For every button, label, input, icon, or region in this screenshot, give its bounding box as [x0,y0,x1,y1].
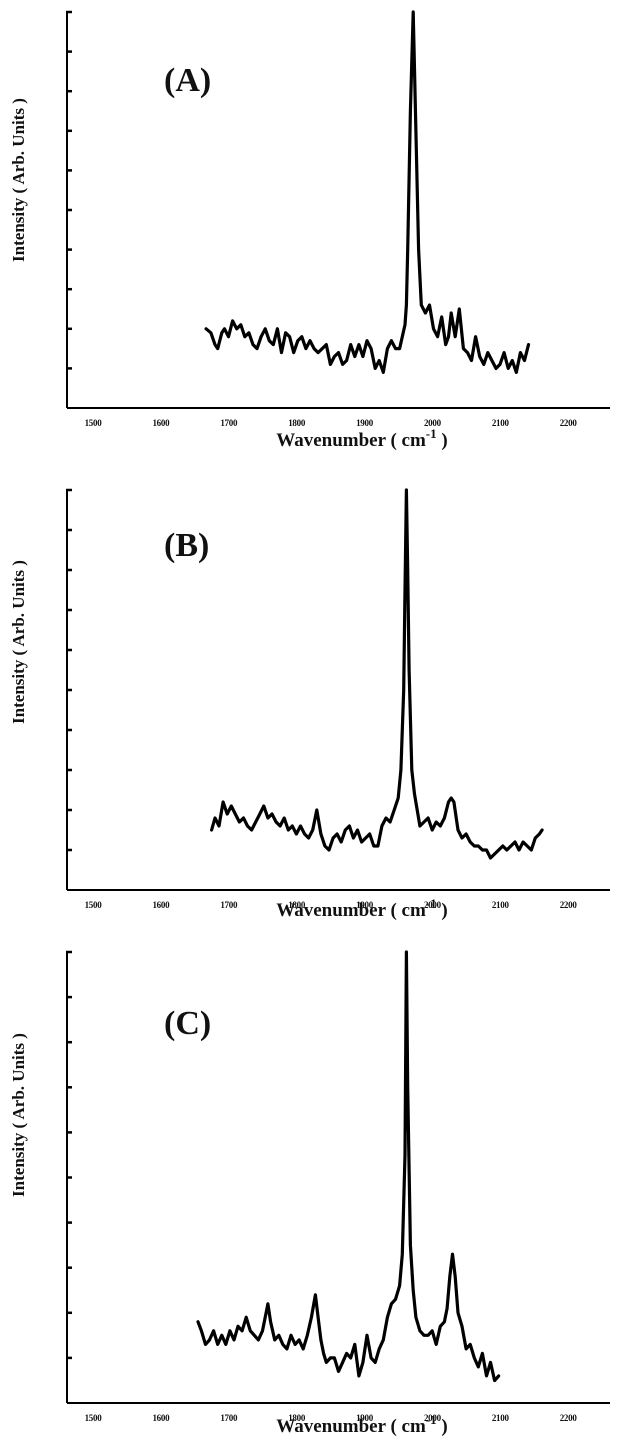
panel-b-xlabel-main: Wavenumber ( cm [276,900,426,921]
x-tick-label: 2100 [492,900,510,910]
x-tick-label: 1700 [220,418,238,428]
panel-b-plot: 150016001700180019002000210022002300 [66,488,610,910]
panel-a-xlabel-end: ) [437,430,448,451]
panel-c: (C) Intensity ( Arb. Units ) Wavenumber … [9,1005,448,1437]
panel-a-plot: 150016001700180019002000210022002300 [66,10,610,428]
panel-b-xlabel: Wavenumber ( cm-1 ) [276,896,447,921]
x-tick-label: 1900 [356,900,374,910]
x-tick-label: 1900 [356,418,374,428]
x-tick-label: 1800 [288,1413,306,1423]
spectrum-line [204,10,531,374]
panel-b-label: (B) [164,527,209,564]
x-tick-label: 1600 [152,418,170,428]
panel-a-xlabel-sup: -1 [426,426,437,441]
panel-c-xlabel-main: Wavenumber ( cm [276,1416,426,1437]
panel-c-xlabel: Wavenumber ( cm-1 ) [276,1412,447,1437]
x-tick-label: 2200 [560,418,578,428]
panel-a-label: (A) [164,62,211,99]
x-tick-label: 1700 [220,1413,238,1423]
x-tick-label: 2100 [492,1413,510,1423]
x-tick-label: 2200 [560,900,578,910]
x-tick-label: 1800 [288,900,306,910]
panel-c-ylabel: Intensity ( Arb. Units ) [9,1033,28,1197]
x-tick-label: 2000 [424,1413,442,1423]
panel-c-plot: 150016001700180019002000210022002300 [66,950,610,1423]
x-tick-label: 1600 [152,900,170,910]
x-tick-label: 2200 [560,1413,578,1423]
panel-a-ylabel: Intensity ( Arb. Units ) [9,98,28,262]
x-tick-label: 1700 [220,900,238,910]
x-tick-label: 1500 [85,1413,103,1423]
panel-b-xlabel-sup: -1 [426,896,437,911]
panel-a-xlabel: Wavenumber ( cm-1 ) [276,426,447,451]
panel-b-ylabel: Intensity ( Arb. Units ) [9,560,28,724]
x-tick-label: 1900 [356,1413,374,1423]
x-tick-label: 1500 [85,900,103,910]
spectrum-line [210,488,544,860]
x-tick-label: 2000 [424,900,442,910]
panel-a: (A) Intensity ( Arb. Units ) Wavenumber … [9,62,448,451]
panel-b-xlabel-end: ) [437,900,448,921]
panel-c-xlabel-end: ) [437,1416,448,1437]
x-tick-label: 1600 [152,1413,170,1423]
spectrum-line [196,950,501,1383]
x-tick-label: 1500 [85,418,103,428]
panel-a-xlabel-main: Wavenumber ( cm [276,430,426,451]
panel-c-label: (C) [164,1005,211,1042]
x-tick-label: 2100 [492,418,510,428]
panel-c-xlabel-sup: -1 [426,1412,437,1427]
x-tick-label: 2000 [424,418,442,428]
x-tick-label: 1800 [288,418,306,428]
panel-b: (B) Intensity ( Arb. Units ) Wavenumber … [9,527,448,921]
